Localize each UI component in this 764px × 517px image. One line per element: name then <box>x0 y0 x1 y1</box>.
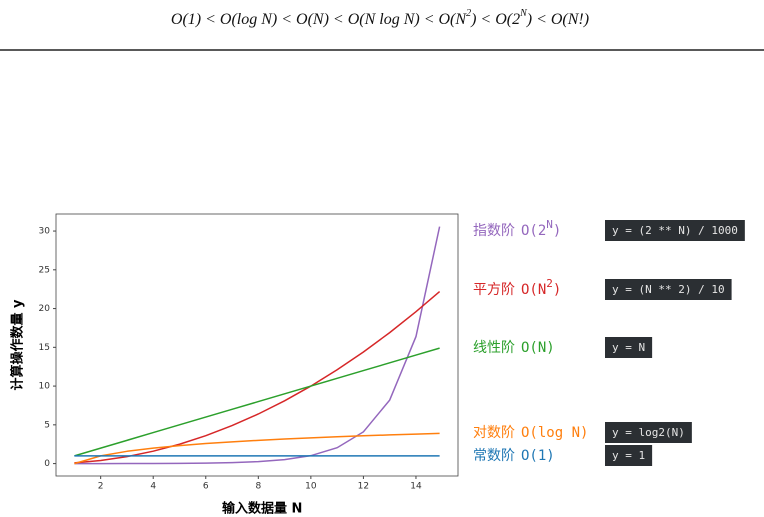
formula-part: ) < O(N!) <box>526 11 589 28</box>
x-tick-label: 6 <box>203 482 209 492</box>
legend-entry: 线性阶 O(N) <box>473 340 555 356</box>
legend-entry: 平方阶 O(N2) <box>473 277 561 298</box>
x-tick-label: 2 <box>98 482 104 492</box>
legend-notation-end: ) <box>553 223 561 239</box>
x-tick-label: 14 <box>410 482 422 492</box>
y-tick-label: 15 <box>39 343 50 353</box>
code-box: y = (N ** 2) / 10 <box>605 279 732 300</box>
code-text: y = (N ** 2) / 10 <box>612 283 725 296</box>
legend-name: 常数阶 <box>473 448 515 464</box>
code-background <box>605 220 745 241</box>
y-tick-label: 10 <box>39 382 51 392</box>
x-tick-label: 4 <box>150 482 156 492</box>
legend-notation-sup: N <box>546 218 553 231</box>
y-tick-label: 25 <box>39 265 50 275</box>
y-tick-label: 30 <box>39 227 51 237</box>
line <box>74 226 441 465</box>
line <box>74 347 440 457</box>
y-tick-label: 20 <box>39 304 51 314</box>
legend-name: 指数阶 <box>473 223 515 239</box>
code-box: y = log2(N) <box>605 422 692 443</box>
legend-entry: 对数阶 O(log N) <box>473 425 588 441</box>
x-axis-label: 输入数据量 N <box>222 501 302 517</box>
legend-name: 平方阶 <box>473 282 515 298</box>
legend-notation: O(2 <box>521 223 546 239</box>
x-tick-label: 8 <box>255 482 261 492</box>
formula-part: ) < O(2 <box>470 11 520 28</box>
code-background <box>605 445 653 466</box>
y-tick-label: 5 <box>44 420 50 430</box>
legend-notation-end: ) <box>553 282 561 298</box>
legend-notation: O(N) <box>521 340 555 356</box>
legend-entry: 指数阶 O(2N) <box>473 218 561 239</box>
legend-notation: O(log N) <box>521 425 588 441</box>
code-background <box>605 422 692 443</box>
code-text: y = log2(N) <box>612 426 685 439</box>
code-text: y = (2 ** N) / 1000 <box>612 224 738 237</box>
legend-notation: O(1) <box>521 448 555 464</box>
legend-name: 线性阶 <box>473 340 515 356</box>
formula-part: O(1) < O(log N) < O(N) < O(N log N) < O(… <box>171 11 467 28</box>
y-axis-label: 计算操作数量 y <box>10 299 26 391</box>
legend-entry: 常数阶 O(1) <box>473 448 555 464</box>
code-box: y = N <box>605 337 653 358</box>
code-background <box>605 279 732 300</box>
x-tick-label: 12 <box>358 482 369 492</box>
formula: O(1) < O(log N) < O(N) < O(N log N) < O(… <box>171 8 589 27</box>
y-tick-label: 0 <box>44 459 50 469</box>
legend-name: 对数阶 <box>473 425 515 441</box>
formula-sup: 2 <box>466 8 471 19</box>
code-box: y = 1 <box>605 445 653 466</box>
legend-notation: O(N <box>521 282 546 298</box>
x-tick-label: 10 <box>305 482 317 492</box>
code-background <box>605 337 653 358</box>
legend-notation-sup: 2 <box>546 277 553 290</box>
code-text: y = N <box>612 341 645 354</box>
formula-sup: N <box>519 8 528 19</box>
line <box>74 432 440 465</box>
code-box: y = (2 ** N) / 1000 <box>605 220 745 241</box>
line <box>74 290 441 464</box>
code-text: y = 1 <box>612 449 645 462</box>
plot-frame <box>55 213 459 477</box>
